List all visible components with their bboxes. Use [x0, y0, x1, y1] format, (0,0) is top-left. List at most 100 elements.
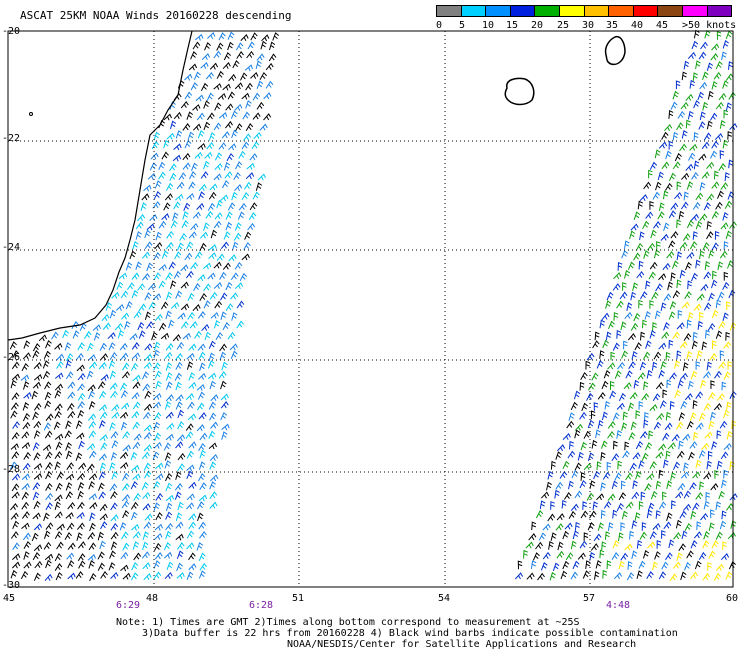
wind-barb	[165, 362, 173, 371]
wind-barb	[23, 451, 31, 460]
wind-barb	[34, 560, 43, 569]
wind-barb	[141, 481, 149, 491]
colorbar-label: 25	[557, 20, 570, 31]
wind-barb	[225, 303, 234, 311]
wind-barb	[154, 180, 162, 189]
wind-barb	[22, 412, 31, 422]
wind-barb	[620, 522, 625, 532]
wind-barb	[93, 332, 101, 341]
wind-barb	[10, 531, 19, 539]
wind-barb	[646, 369, 653, 379]
wind-barb	[557, 541, 564, 551]
wind-barb	[616, 402, 625, 410]
wind-barb	[627, 402, 635, 412]
wind-barb	[121, 371, 130, 379]
wind-barb	[122, 362, 130, 371]
colorbar-label: 0	[436, 20, 443, 31]
wind-barb	[143, 361, 152, 369]
wind-barb	[688, 451, 695, 461]
wind-barb	[21, 431, 30, 439]
wind-barb	[33, 473, 43, 480]
wind-barb	[146, 223, 155, 231]
wind-barb	[636, 570, 643, 579]
wind-barb	[686, 319, 692, 329]
wind-barb	[158, 263, 167, 271]
wind-barb	[21, 442, 31, 449]
wind-barb	[102, 322, 111, 330]
wind-barb	[560, 570, 568, 580]
wind-barb	[715, 563, 724, 571]
wind-barb	[158, 322, 167, 331]
wind-barb	[639, 531, 647, 540]
wind-barb	[225, 103, 234, 111]
wind-barb	[142, 273, 151, 281]
wind-barb	[685, 261, 692, 271]
wind-barb	[537, 572, 545, 581]
wind-barb	[77, 522, 85, 530]
wind-barb	[208, 252, 217, 260]
wind-barb	[716, 430, 722, 439]
wind-barb	[706, 231, 714, 240]
wind-barb	[153, 272, 161, 281]
wind-barb	[649, 300, 654, 309]
wind-barb	[642, 319, 647, 329]
wind-barb	[649, 201, 654, 210]
wind-barb	[54, 501, 61, 511]
wind-barb	[635, 440, 644, 450]
wind-barb	[186, 571, 194, 580]
wind-barb	[660, 233, 669, 241]
wind-barb	[220, 411, 228, 421]
wind-barb	[646, 472, 655, 480]
wind-barb	[110, 514, 119, 522]
wind-barb	[222, 83, 231, 91]
wind-barb	[692, 201, 701, 210]
wind-barb	[174, 251, 182, 260]
wind-barb	[570, 571, 578, 580]
wind-barb	[88, 560, 95, 569]
wind-barb	[514, 572, 524, 580]
wind-barb	[209, 501, 218, 509]
wind-barb	[661, 161, 670, 170]
wind-barb	[643, 549, 650, 559]
wind-barb	[88, 400, 96, 410]
wind-barb	[186, 470, 194, 479]
wind-barb	[630, 421, 637, 431]
wind-barb	[76, 364, 85, 372]
wind-barb	[152, 293, 162, 301]
wind-barb	[719, 150, 725, 159]
wind-barb	[67, 410, 76, 419]
wind-barb	[542, 551, 551, 560]
wind-barb	[130, 501, 139, 510]
wind-barb	[209, 491, 218, 499]
wind-barb	[141, 193, 150, 201]
wind-barb	[248, 212, 257, 221]
wind-barb	[109, 382, 118, 390]
wind-barb	[170, 220, 178, 229]
wind-barb	[668, 172, 677, 182]
wind-barb	[158, 280, 166, 289]
wind-barb	[257, 173, 266, 181]
wind-barb	[674, 389, 681, 399]
wind-barb	[143, 444, 152, 452]
wind-barb	[130, 511, 138, 521]
wind-barb	[532, 552, 540, 561]
wind-barb	[175, 290, 183, 299]
wind-barb	[724, 200, 733, 209]
wind-barb	[228, 143, 237, 151]
wind-barb	[244, 231, 252, 240]
wind-barb	[108, 342, 116, 351]
wind-barb	[153, 392, 162, 400]
wind-barb	[198, 351, 206, 360]
wind-barb	[234, 282, 244, 290]
wind-barb	[695, 192, 704, 201]
wind-barb	[577, 552, 586, 560]
wind-barb	[109, 309, 117, 319]
wind-barb	[675, 491, 684, 499]
wind-barb	[679, 269, 686, 279]
wind-barb	[711, 242, 719, 251]
wind-barb	[705, 491, 710, 501]
wind-barb	[574, 423, 583, 431]
wind-barb	[219, 343, 227, 352]
wind-barb	[677, 310, 683, 319]
wind-barb	[582, 570, 590, 579]
